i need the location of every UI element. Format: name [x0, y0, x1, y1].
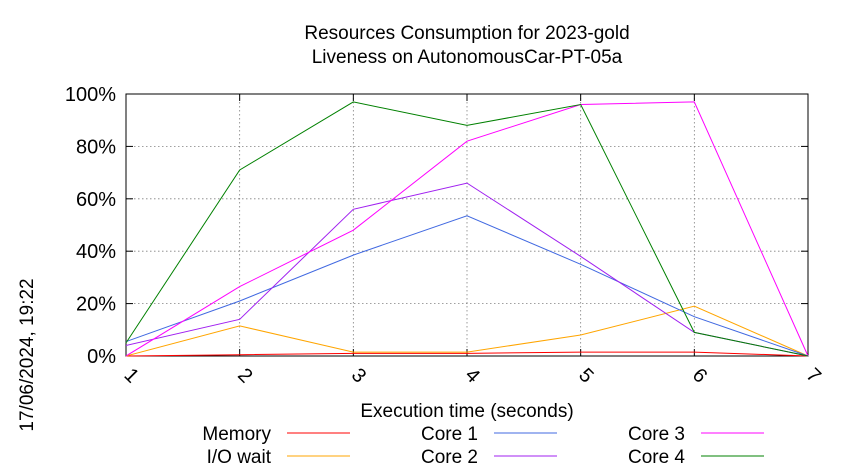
legend-label-core-4: Core 4	[628, 447, 685, 468]
y-tick-label: 60%	[76, 189, 116, 211]
series-line-core-4	[125, 101, 809, 357]
y-axis-ticks: 0% 20% 40% 60% 80% 100%	[65, 84, 808, 368]
x-axis-label: Execution time (seconds)	[360, 401, 573, 422]
timestamp-label: 17/06/2024, 19:22	[17, 278, 38, 431]
series-line-core-1	[125, 215, 809, 357]
plot-frame	[125, 93, 809, 357]
legend-label-i-o-wait: I/O wait	[207, 447, 272, 468]
series-line-memory	[125, 351, 809, 357]
y-tick-label: 20%	[76, 294, 116, 316]
legend-label-core-2: Core 2	[421, 447, 478, 468]
y-tick-label: 80%	[76, 136, 116, 158]
series-line-core-3	[125, 101, 809, 357]
x-tick-label: 7	[802, 364, 825, 387]
y-tick-label: 40%	[76, 241, 116, 263]
y-tick-label: 0%	[87, 346, 116, 368]
series-lines	[125, 101, 809, 357]
x-tick-label: 2	[233, 364, 256, 387]
grid	[125, 93, 809, 357]
legend-label-memory: Memory	[202, 424, 271, 445]
x-tick-label: 5	[574, 364, 597, 387]
x-tick-label: 4	[461, 364, 484, 387]
series-line-i-o-wait	[125, 305, 809, 357]
legend-label-core-1: Core 1	[421, 424, 478, 445]
y-tick-label: 100%	[65, 84, 116, 106]
legend-label-core-3: Core 3	[628, 424, 685, 445]
chart-title-line-1: Resources Consumption for 2023-gold	[304, 23, 629, 44]
x-tick-label: 6	[688, 364, 711, 387]
x-axis-ticks: 1 2 3 4 5 6 7	[120, 94, 825, 387]
chart-title-line-2: Liveness on AutonomousCar-PT-05a	[312, 47, 623, 68]
x-tick-label: 1	[120, 364, 143, 387]
x-tick-label: 3	[347, 364, 370, 387]
